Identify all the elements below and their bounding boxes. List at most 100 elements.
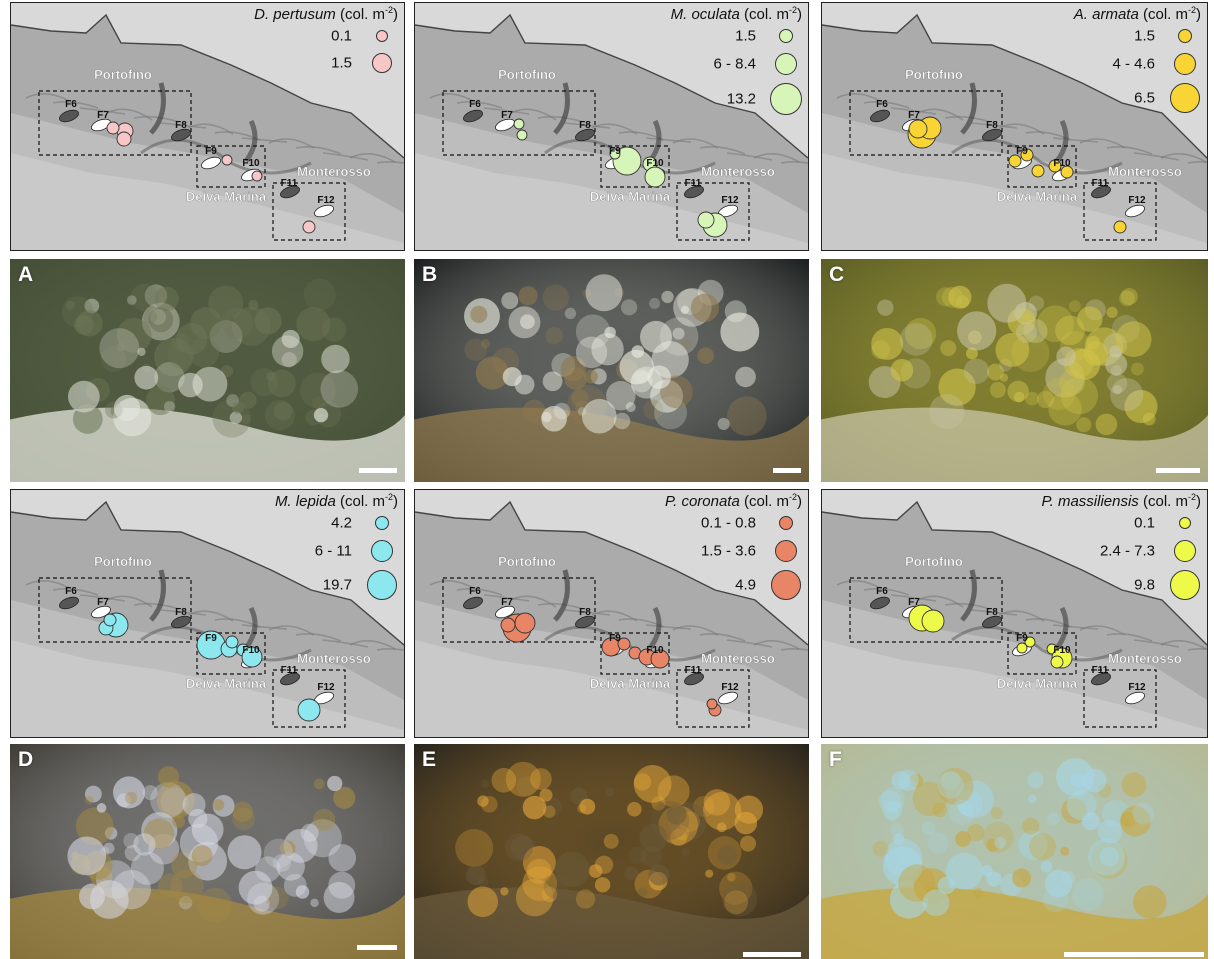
abundance-bubble: [103, 613, 117, 627]
legend-row: 0.1 - 0.8: [665, 510, 802, 536]
unit-close: ): [1196, 6, 1201, 23]
abundance-bubble: [514, 612, 536, 634]
site-label: F10: [1053, 158, 1071, 169]
legend-value: 13.2: [726, 90, 756, 108]
place-label: Portofino: [94, 554, 152, 569]
unit-close: ): [393, 493, 398, 510]
place-label: Deiva Marina: [590, 676, 671, 691]
abundance-bubble: [500, 617, 516, 633]
underwater-photo: [414, 259, 809, 482]
panel-letter: D: [18, 748, 34, 771]
legend-title: A. armata (col. m-2): [1074, 5, 1201, 23]
underwater-photo: [821, 744, 1208, 959]
legend-bubble: [775, 540, 797, 562]
abundance-bubble: [1008, 154, 1022, 168]
legend-value: 2.4 - 7.3: [1099, 542, 1155, 560]
legend-value: 6 - 11: [314, 542, 352, 560]
scale-bar: [743, 952, 801, 957]
legend-bubble: [376, 30, 388, 42]
unit-exponent: -2: [384, 5, 393, 15]
abundance-bubble: [1050, 655, 1064, 669]
abundance-bubble: [650, 649, 670, 669]
scale-bar: [359, 468, 397, 473]
abundance-bubble: [1024, 636, 1036, 648]
photo-e: E: [414, 744, 809, 959]
site-label: F8: [986, 607, 998, 618]
legend-value: 0.1: [1134, 514, 1155, 532]
legend-row: 1.5: [254, 49, 398, 77]
abundance-bubble: [302, 220, 316, 234]
species-name: M. oculata: [670, 6, 740, 23]
abundance-bubble: [1113, 220, 1127, 234]
species-name: A. armata: [1073, 6, 1139, 23]
site-label: F12: [721, 682, 739, 693]
legend-bubble: [1174, 540, 1196, 562]
site-label: F12: [1128, 682, 1146, 693]
bathymetry-map: F6 F7 F8 F9 F10 F11 F12 Portofino Monterosso Deiv…: [11, 3, 404, 250]
site-label: F9: [609, 633, 621, 644]
legend-bubble: [771, 570, 801, 600]
place-label: Deiva Marina: [997, 676, 1078, 691]
place-label: Monterosso: [297, 651, 371, 666]
place-label: Deiva Marina: [997, 189, 1078, 204]
legend-row: 0.1: [1042, 510, 1201, 536]
legend-value: 1.5: [1134, 27, 1155, 45]
abundance-bubble: [251, 170, 263, 182]
unit-label: (col. m: [739, 6, 789, 23]
site-label: F7: [501, 597, 513, 608]
legend-row: 1.5: [671, 23, 802, 49]
map-legend: M. lepida (col. m-2) 4.2 6 - 11 19.7: [275, 492, 398, 604]
place-label: Portofino: [905, 67, 963, 82]
place-label: Portofino: [498, 67, 556, 82]
site-label: F6: [876, 586, 888, 597]
legend-row: 9.8: [1042, 566, 1201, 604]
legend-value: 4 - 4.6: [1112, 55, 1155, 73]
legend-bubble: [779, 516, 793, 530]
legend-value: 4.9: [735, 576, 756, 594]
legend-bubble: [1170, 570, 1200, 600]
site-label: F10: [242, 645, 260, 656]
unit-label: (col. m: [335, 493, 385, 510]
place-label: Monterosso: [701, 651, 775, 666]
abundance-bubble: [1031, 164, 1045, 178]
unit-close: ): [1196, 493, 1201, 510]
unit-exponent: -2: [1187, 5, 1196, 15]
site-label: F6: [65, 99, 77, 110]
abundance-bubble: [225, 635, 239, 649]
place-label: Monterosso: [1108, 164, 1182, 179]
legend-row: 19.7: [275, 566, 398, 604]
map-panel-p-coronata: F6 F7 F8 F9 F10 F11 F12 Portofino Monterosso Deiv…: [414, 489, 809, 738]
legend-value: 4.2: [331, 514, 352, 532]
photo-f: F: [821, 744, 1208, 959]
legend-row: 4.9: [665, 566, 802, 604]
site-label: F6: [469, 99, 481, 110]
site-label: F8: [579, 120, 591, 131]
abundance-bubble: [221, 154, 233, 166]
species-name: M. lepida: [274, 493, 336, 510]
species-name: P. massiliensis: [1041, 493, 1139, 510]
site-label: F12: [1128, 195, 1146, 206]
panel-letter: B: [422, 263, 438, 286]
site-label: F6: [469, 586, 481, 597]
site-label: F12: [721, 195, 739, 206]
unit-close: ): [393, 6, 398, 23]
legend-row: 6 - 11: [275, 536, 398, 566]
legend-row: 2.4 - 7.3: [1042, 536, 1201, 566]
abundance-bubble: [1060, 165, 1074, 179]
map-legend: P. coronata (col. m-2) 0.1 - 0.8 1.5 - 3.6…: [665, 492, 802, 604]
map-panel-d-pertusum: F6 F7 F8 F9 F10 F11 F12 Portofino Monterosso Deiv…: [10, 2, 405, 251]
legend-value: 9.8: [1134, 576, 1155, 594]
map-panel-m-oculata: F6 F7 F8 F9 F10 F11 F12 Portofino Monterosso Deiv…: [414, 2, 809, 251]
abundance-bubble: [697, 211, 715, 229]
map-legend: P. massiliensis (col. m-2) 0.1 2.4 - 7.3 9.…: [1042, 492, 1201, 604]
site-label: F10: [646, 158, 664, 169]
abundance-bubble: [116, 131, 132, 147]
abundance-bubble: [706, 698, 718, 710]
legend-value: 19.7: [322, 576, 352, 594]
place-label: Portofino: [905, 554, 963, 569]
bathymetry-map: F6 F7 F8 F9 F10 F11 F12 Portofino Monterosso Deiv…: [11, 490, 404, 737]
site-label: F11: [685, 178, 702, 189]
map-panel-a-armata: F6 F7 F8 F9 F10 F11 F12 Portofino Monterosso Deiv…: [821, 2, 1208, 251]
legend-title: M. lepida (col. m-2): [275, 492, 398, 510]
bathymetry-map: F6 F7 F8 F9 F10 F11 F12 Portofino Monterosso Deiv…: [415, 490, 808, 737]
